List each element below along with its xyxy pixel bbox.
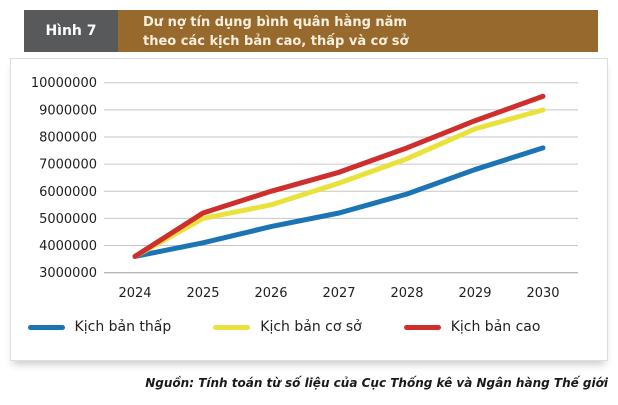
series-line [132, 93, 546, 259]
source-note: Nguồn: Tính toán từ số liệu của Cục Thốn… [145, 376, 608, 390]
x-tick-label: 2028 [390, 286, 423, 301]
x-tick-label: 2026 [254, 286, 287, 301]
y-tick-label: 3000000 [39, 266, 97, 281]
legend-item-base: Kịch bản cơ sở [213, 319, 362, 335]
legend-label-base: Kịch bản cơ sở [260, 319, 362, 335]
y-tick-label: 4000000 [39, 239, 97, 254]
chart-panel: 3000000 4000000 5000000 6000000 7000000 80000… [10, 58, 608, 361]
figure-header: Hình 7 Dư nợ tín dụng bình quân hằng năm… [24, 10, 598, 52]
x-tick-label: 2024 [118, 286, 151, 301]
y-tick-label: 7000000 [39, 158, 97, 173]
legend-label-high: Kịch bản cao [450, 319, 541, 335]
series-line [132, 107, 546, 259]
x-tick-label: 2025 [186, 286, 219, 301]
y-tick-label: 9000000 [39, 103, 97, 118]
series-line [132, 145, 546, 259]
base-series-swatch-icon [213, 324, 251, 330]
chart-legend: Kịch bản thấp Kịch bản cơ sở Kịch bản ca… [11, 319, 607, 335]
line-chart: 3000000 4000000 5000000 6000000 7000000 80000… [31, 76, 578, 301]
figure-title-line1: Dư nợ tín dụng bình quân hằng năm [143, 15, 407, 30]
y-tick-label: 8000000 [39, 131, 97, 146]
y-tick-label: 5000000 [39, 212, 97, 227]
figure-title-line2: theo các kịch bản cao, thấp và cơ sở [143, 34, 409, 49]
high-series-swatch-icon [403, 324, 441, 330]
figure-label: Hình 7 [24, 10, 118, 52]
legend-item-low: Kịch bản thấp [27, 319, 172, 335]
figure-title: Dư nợ tín dụng bình quân hằng năm theo c… [118, 10, 598, 52]
y-tick-label: 10000000 [31, 76, 97, 91]
x-tick-label: 2030 [526, 286, 559, 301]
y-tick-label: 6000000 [39, 185, 97, 200]
x-tick-label: 2027 [322, 286, 355, 301]
legend-item-high: Kịch bản cao [403, 319, 541, 335]
low-series-swatch-icon [27, 324, 65, 330]
x-tick-label: 2029 [458, 286, 491, 301]
legend-label-low: Kịch bản thấp [74, 319, 172, 335]
